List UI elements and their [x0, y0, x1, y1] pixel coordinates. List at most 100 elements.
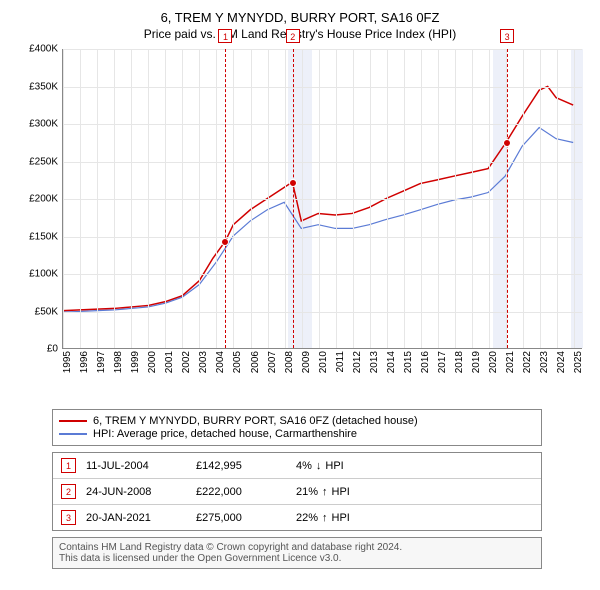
gridline-v [574, 49, 575, 348]
transaction-row: 320-JAN-2021£275,00022% ↑ HPI [53, 504, 541, 530]
tx-delta-pct: 4% [296, 460, 312, 472]
y-axis-labels: £0£50K£100K£150K£200K£250K£300K£350K£400… [22, 49, 60, 349]
gridline-v [336, 49, 337, 348]
gridline-v [165, 49, 166, 348]
x-tick-label: 1996 [79, 351, 90, 373]
footer-line2: This data is licensed under the Open Gov… [59, 553, 535, 564]
x-tick-label: 2003 [198, 351, 209, 373]
marker-line [225, 49, 226, 348]
marker-line [293, 49, 294, 348]
marker-dot [289, 179, 297, 187]
gridline-h [63, 49, 582, 50]
x-tick-label: 2005 [232, 351, 243, 373]
x-tick-label: 1999 [130, 351, 141, 373]
gridline-h [63, 312, 582, 313]
x-tick-label: 2025 [573, 351, 584, 373]
tx-delta: 21% ↑ HPI [296, 486, 406, 498]
legend-row: HPI: Average price, detached house, Carm… [59, 428, 535, 440]
tx-date: 24-JUN-2008 [86, 486, 186, 498]
legend-swatch [59, 433, 87, 435]
gridline-v [131, 49, 132, 348]
x-tick-label: 1998 [113, 351, 124, 373]
gridline-v [285, 49, 286, 348]
y-tick-label: £0 [47, 344, 58, 355]
tx-date: 11-JUL-2004 [86, 460, 186, 472]
gridline-v [472, 49, 473, 348]
x-tick-label: 2004 [215, 351, 226, 373]
footer-line1: Contains HM Land Registry data © Crown c… [59, 542, 535, 553]
legend-swatch [59, 420, 87, 422]
tx-delta-pct: 21% [296, 486, 318, 498]
gridline-v [319, 49, 320, 348]
gridline-v [557, 49, 558, 348]
y-tick-label: £50K [35, 306, 58, 317]
x-tick-label: 2009 [301, 351, 312, 373]
x-tick-label: 2022 [522, 351, 533, 373]
gridline-v [199, 49, 200, 348]
arrow-down-icon: ↓ [316, 460, 322, 472]
gridline-v [302, 49, 303, 348]
x-tick-label: 2016 [420, 351, 431, 373]
gridline-v [387, 49, 388, 348]
x-tick-label: 2014 [386, 351, 397, 373]
gridline-h [63, 124, 582, 125]
x-tick-label: 2013 [369, 351, 380, 373]
y-tick-label: £250K [29, 156, 58, 167]
x-tick-label: 2019 [471, 351, 482, 373]
marker-badge: 3 [500, 29, 514, 43]
marker-dot [503, 139, 511, 147]
x-tick-label: 2017 [437, 351, 448, 373]
tx-price: £275,000 [196, 512, 286, 524]
gridline-h [63, 237, 582, 238]
x-tick-label: 2007 [267, 351, 278, 373]
tx-badge: 1 [61, 458, 76, 473]
gridline-h [63, 274, 582, 275]
chart-subtitle: Price paid vs. HM Land Registry's House … [18, 27, 582, 41]
x-tick-label: 1997 [96, 351, 107, 373]
gridline-v [540, 49, 541, 348]
x-tick-label: 2002 [181, 351, 192, 373]
x-tick-label: 2018 [454, 351, 465, 373]
gridline-h [63, 162, 582, 163]
gridline-v [438, 49, 439, 348]
gridline-v [370, 49, 371, 348]
gridline-v [63, 49, 64, 348]
tx-date: 20-JAN-2021 [86, 512, 186, 524]
x-tick-label: 2021 [505, 351, 516, 373]
gridline-v [404, 49, 405, 348]
x-tick-label: 2012 [352, 351, 363, 373]
chart-area: £0£50K£100K£150K£200K£250K£300K£350K£400… [22, 49, 582, 379]
x-tick-label: 2015 [403, 351, 414, 373]
y-tick-label: £300K [29, 119, 58, 130]
tx-delta-label: HPI [325, 460, 343, 472]
transaction-row: 2 24-JUN-2008 £222,000 21% ↑ HPI [53, 478, 541, 504]
gridline-v [80, 49, 81, 348]
gridline-v [216, 49, 217, 348]
x-tick-label: 2011 [335, 351, 346, 373]
x-axis-labels: 1995199619971998199920002001200220032004… [62, 351, 582, 379]
tx-delta-label: HPI [332, 486, 350, 498]
marker-badge: 2 [286, 29, 300, 43]
x-tick-label: 2000 [147, 351, 158, 373]
gridline-v [182, 49, 183, 348]
x-tick-label: 2020 [488, 351, 499, 373]
tx-delta-pct: 22% [296, 512, 318, 524]
tx-badge: 2 [61, 484, 76, 499]
tx-price: £222,000 [196, 486, 286, 498]
marker-dot [221, 238, 229, 246]
footer-attribution: Contains HM Land Registry data © Crown c… [52, 537, 542, 569]
legend: 6, TREM Y MYNYDD, BURRY PORT, SA16 0FZ (… [52, 409, 542, 446]
plot: 123 [62, 49, 582, 349]
gridline-v [114, 49, 115, 348]
x-tick-label: 2006 [250, 351, 261, 373]
legend-label: HPI: Average price, detached house, Carm… [93, 428, 357, 440]
gridline-v [268, 49, 269, 348]
y-tick-label: £100K [29, 269, 58, 280]
gridline-v [148, 49, 149, 348]
x-tick-label: 1995 [62, 351, 73, 373]
x-tick-label: 2023 [539, 351, 550, 373]
tx-delta: 4% ↓ HPI [296, 460, 406, 472]
x-tick-label: 2024 [556, 351, 567, 373]
tx-price: £142,995 [196, 460, 286, 472]
y-tick-label: £200K [29, 194, 58, 205]
